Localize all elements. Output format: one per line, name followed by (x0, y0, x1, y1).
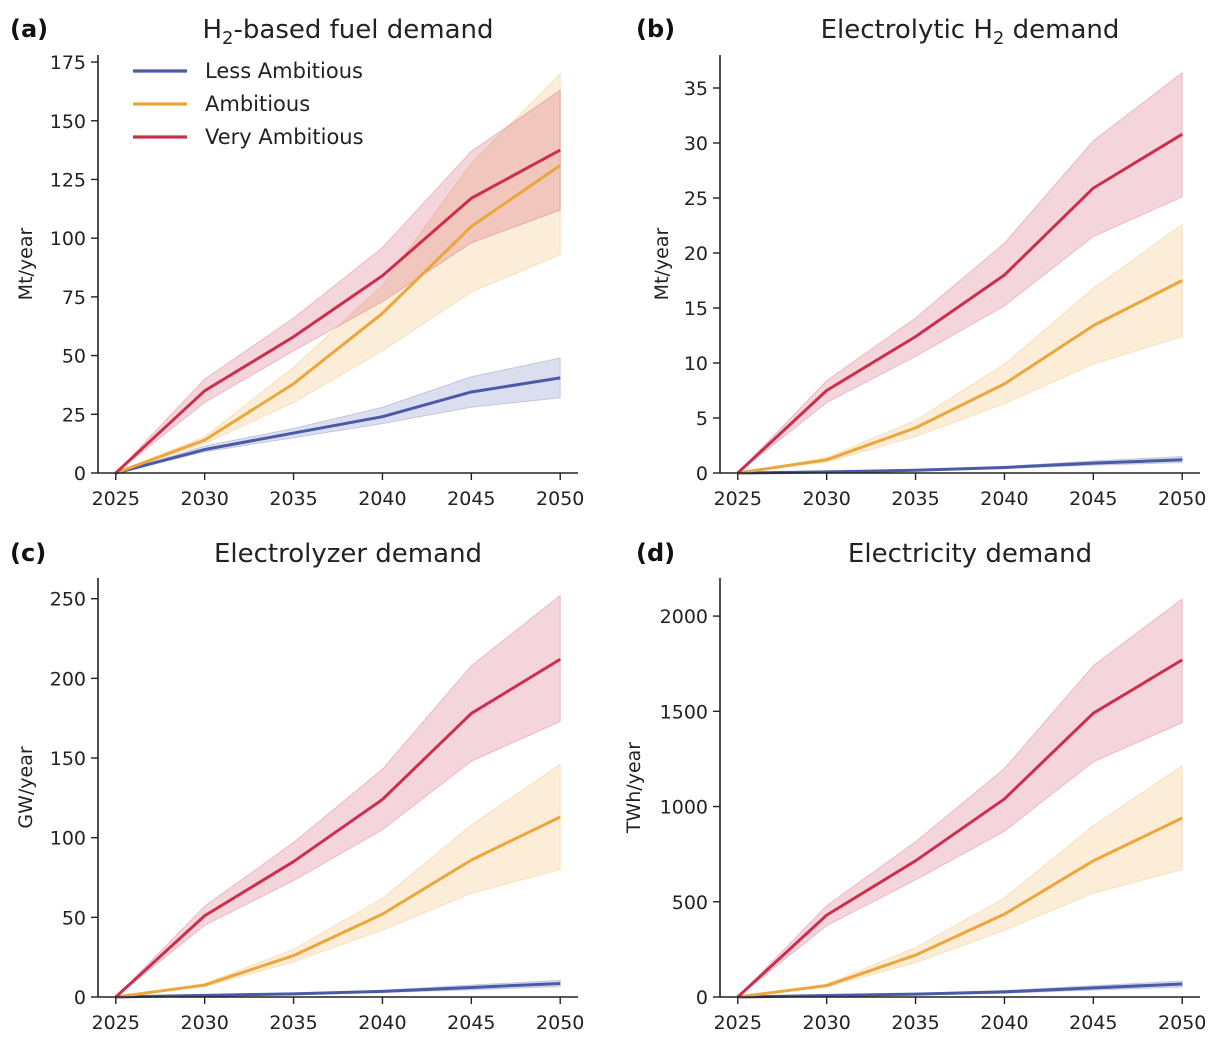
x-tick-label: 2040 (980, 1012, 1028, 1034)
legend-label-ambitious: Ambitious (205, 92, 310, 116)
panel-title: Electricity demand (848, 539, 1092, 569)
panel-d: 0 500 1000 1500 2000 2025 2030 2035 2040 2045 2050… (623, 539, 1206, 1034)
y-tick-label: 0 (696, 463, 708, 485)
band-ambitious (115, 72, 561, 474)
series-line-very-ambitious (114, 148, 561, 475)
x-tick-label: 2040 (980, 488, 1028, 510)
band-very-ambitious (115, 594, 561, 998)
y-axis-label: GW/year (15, 746, 37, 828)
legend-label-very-ambitious: Very Ambitious (205, 125, 364, 149)
panel-letter: (b) (636, 15, 675, 43)
x-tick-label: 2050 (536, 1012, 584, 1034)
x-tick-label: 2040 (358, 1012, 406, 1034)
band-ambitious (737, 223, 1183, 474)
x-tick-label: 2045 (447, 488, 495, 510)
x-tick-label: 2025 (92, 1012, 140, 1034)
y-axis-label: Mt/year (15, 227, 37, 300)
x-tick-label: 2030 (802, 488, 850, 510)
panel-letter: (a) (10, 15, 48, 43)
y-tick-label: 250 (50, 589, 86, 611)
panel-title: H2-based fuel demand (202, 15, 493, 49)
x-tick-label: 2035 (269, 488, 317, 510)
series-line-ambitious (115, 164, 562, 475)
y-tick-label: 10 (684, 353, 708, 375)
y-tick-label: 20 (684, 243, 708, 265)
series-line-very-ambitious (736, 658, 1183, 999)
y-tick-label: 50 (62, 346, 86, 368)
series-line-less-ambitious (115, 376, 561, 475)
y-tick-label: 30 (684, 133, 708, 155)
y-tick-label: 125 (50, 169, 86, 191)
band-ambitious (737, 764, 1183, 998)
band-ambitious (115, 763, 561, 998)
y-tick-label: 5 (696, 408, 708, 430)
y-tick-label: 15 (684, 298, 708, 320)
legend: Less Ambitious Ambitious Very Ambitious (133, 59, 364, 149)
series-line-very-ambitious (114, 657, 562, 999)
series-line-very-ambitious (736, 132, 1183, 475)
y-tick-label: 200 (50, 668, 86, 690)
x-tick-label: 2050 (1158, 488, 1206, 510)
y-tick-label: 1000 (660, 797, 708, 819)
x-tick-label: 2030 (180, 488, 228, 510)
legend-label-less-ambitious: Less Ambitious (205, 59, 363, 83)
x-tick-label: 2045 (447, 1012, 495, 1034)
y-tick-label: 150 (50, 111, 86, 133)
y-tick-label: 500 (672, 892, 708, 914)
y-tick-label: 35 (684, 78, 708, 100)
y-tick-label: 25 (684, 188, 708, 210)
x-tick-label: 2045 (1069, 488, 1117, 510)
x-tick-label: 2050 (536, 488, 584, 510)
x-tick-label: 2025 (714, 488, 762, 510)
series-line-ambitious (737, 279, 1183, 475)
panel-title: Electrolyzer demand (214, 539, 482, 569)
y-tick-label: 2000 (660, 606, 708, 628)
series-line-ambitious (737, 816, 1183, 999)
x-tick-label: 2045 (1069, 1012, 1117, 1034)
panel-c: 0 50 100 150 200 250 2025 2030 2035 2040 2045 2050 G… (10, 539, 584, 1034)
y-tick-label: 0 (74, 987, 86, 1009)
x-tick-label: 2030 (802, 1012, 850, 1034)
y-tick-label: 0 (74, 463, 86, 485)
x-tick-label: 2025 (714, 1012, 762, 1034)
x-tick-label: 2035 (269, 1012, 317, 1034)
y-tick-label: 175 (50, 52, 86, 74)
x-tick-label: 2035 (891, 1012, 939, 1034)
x-tick-label: 2030 (180, 1012, 228, 1034)
y-axis-label: Mt/year (651, 227, 673, 300)
series-line-less-ambitious (737, 458, 1183, 475)
x-tick-label: 2035 (891, 488, 939, 510)
series-line-less-ambitious (737, 982, 1183, 999)
panel-title: Electrolytic H2 demand (821, 15, 1120, 49)
series-line-less-ambitious (115, 981, 561, 999)
y-tick-label: 100 (50, 228, 86, 250)
panel-letter: (d) (636, 539, 675, 567)
y-axis-label: TWh/year (623, 742, 645, 834)
x-tick-label: 2050 (1158, 1012, 1206, 1034)
panel-a: 0 25 50 75 100 125 150 175 2025 2030 2035 2040 2045 2… (10, 15, 584, 510)
series-line-ambitious (115, 815, 561, 999)
y-tick-label: 1500 (660, 701, 708, 723)
x-tick-label: 2040 (358, 488, 406, 510)
x-tick-label: 2025 (92, 488, 140, 510)
y-tick-label: 100 (50, 828, 86, 850)
y-tick-label: 150 (50, 748, 86, 770)
y-tick-label: 75 (62, 287, 86, 309)
panel-letter: (c) (10, 539, 46, 567)
y-tick-label: 0 (696, 987, 708, 1009)
y-tick-label: 50 (62, 907, 86, 929)
y-tick-label: 25 (62, 404, 86, 426)
